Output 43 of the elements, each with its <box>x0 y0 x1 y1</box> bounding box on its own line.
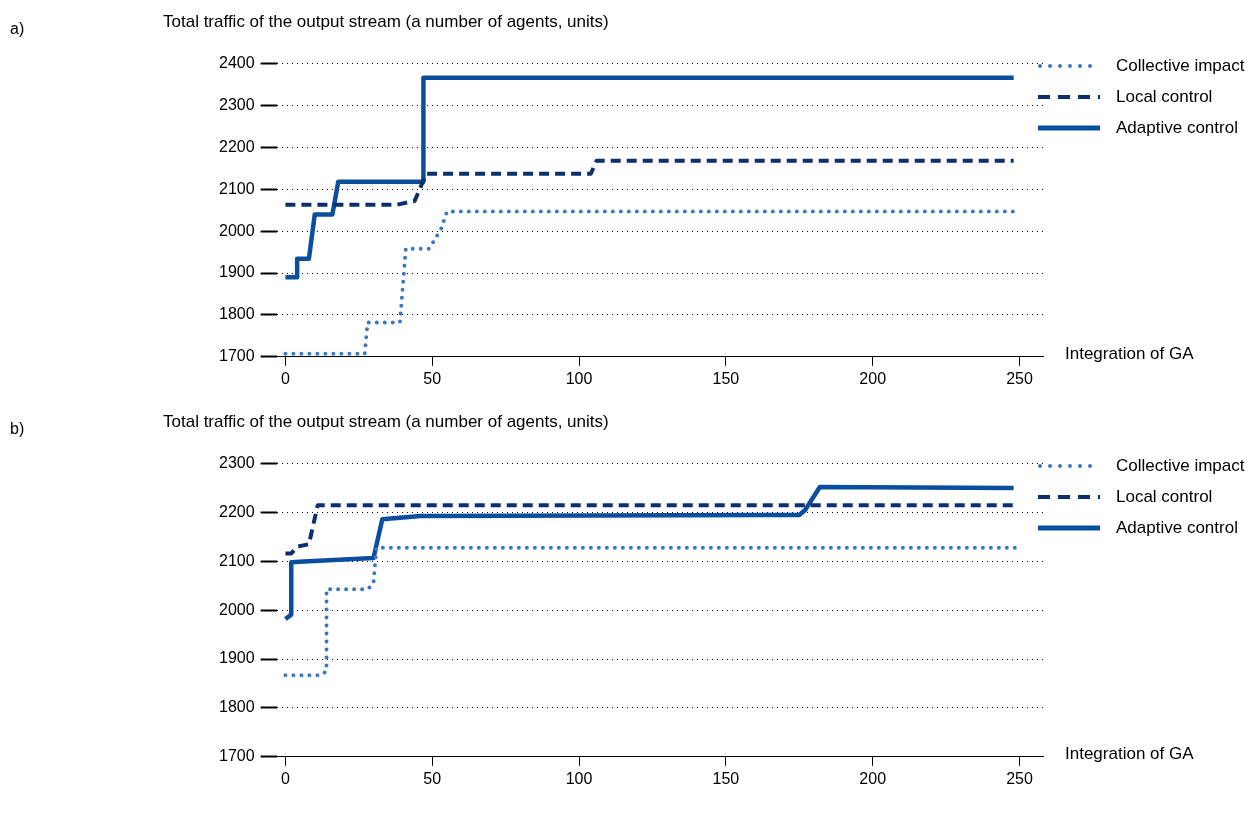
legend-label: Collective impact <box>1116 455 1245 476</box>
y-tick-label: 2400 <box>219 54 255 72</box>
x-tick-label: 200 <box>859 369 887 387</box>
y-tick-label: 2200 <box>219 137 255 155</box>
x-tick-label: 0 <box>280 769 290 787</box>
y-tick-label: 1700 <box>219 347 255 365</box>
y-tick-label: 1800 <box>219 698 255 716</box>
text: a) <box>10 20 25 38</box>
legend-label: Adaptive control <box>1116 517 1238 538</box>
line-series <box>283 545 1019 678</box>
y-tick-label: 2100 <box>219 551 255 569</box>
y-axis-title: Total traffic of the output stream (a number of agents, units) <box>163 412 609 432</box>
y-tick-label: 1800 <box>219 305 255 323</box>
x-axis-title: Integration of GA <box>1065 744 1195 764</box>
line-series <box>283 158 1016 207</box>
text: b) <box>10 420 25 438</box>
x-tick-label: 100 <box>565 369 593 387</box>
x-tick-label: 200 <box>859 769 887 787</box>
x-tick-label: 50 <box>423 369 442 387</box>
x-tick-label: 150 <box>712 769 740 787</box>
x-tick-label: 150 <box>712 369 740 387</box>
y-tick-label: 2300 <box>219 454 255 472</box>
y-tick-label: 1900 <box>219 649 255 667</box>
y-axis-title: Total traffic of the output stream (a number of agents, units) <box>163 12 609 32</box>
y-tick-label: 2200 <box>219 502 255 520</box>
line-series <box>283 503 1016 556</box>
x-tick-label: 100 <box>565 769 593 787</box>
y-tick-label: 2100 <box>219 179 255 197</box>
legend-label: Local control <box>1116 86 1213 107</box>
y-tick-label: 1700 <box>219 747 255 765</box>
x-tick-label: 250 <box>1006 369 1033 387</box>
legend-label: Adaptive control <box>1116 117 1238 138</box>
x-axis-title: Integration of GA <box>1065 344 1195 364</box>
legend-label: Local control <box>1116 486 1213 507</box>
y-tick-label: 1900 <box>219 263 255 281</box>
x-tick-label: 250 <box>1006 769 1033 787</box>
legend-label: Collective impact <box>1116 55 1245 76</box>
x-tick-label: 0 <box>280 369 290 387</box>
x-tick-label: 50 <box>423 769 442 787</box>
y-tick-label: 2300 <box>219 95 255 113</box>
line-series <box>283 209 1016 356</box>
y-tick-label: 2000 <box>219 221 255 239</box>
y-tick-label: 2000 <box>219 600 255 618</box>
